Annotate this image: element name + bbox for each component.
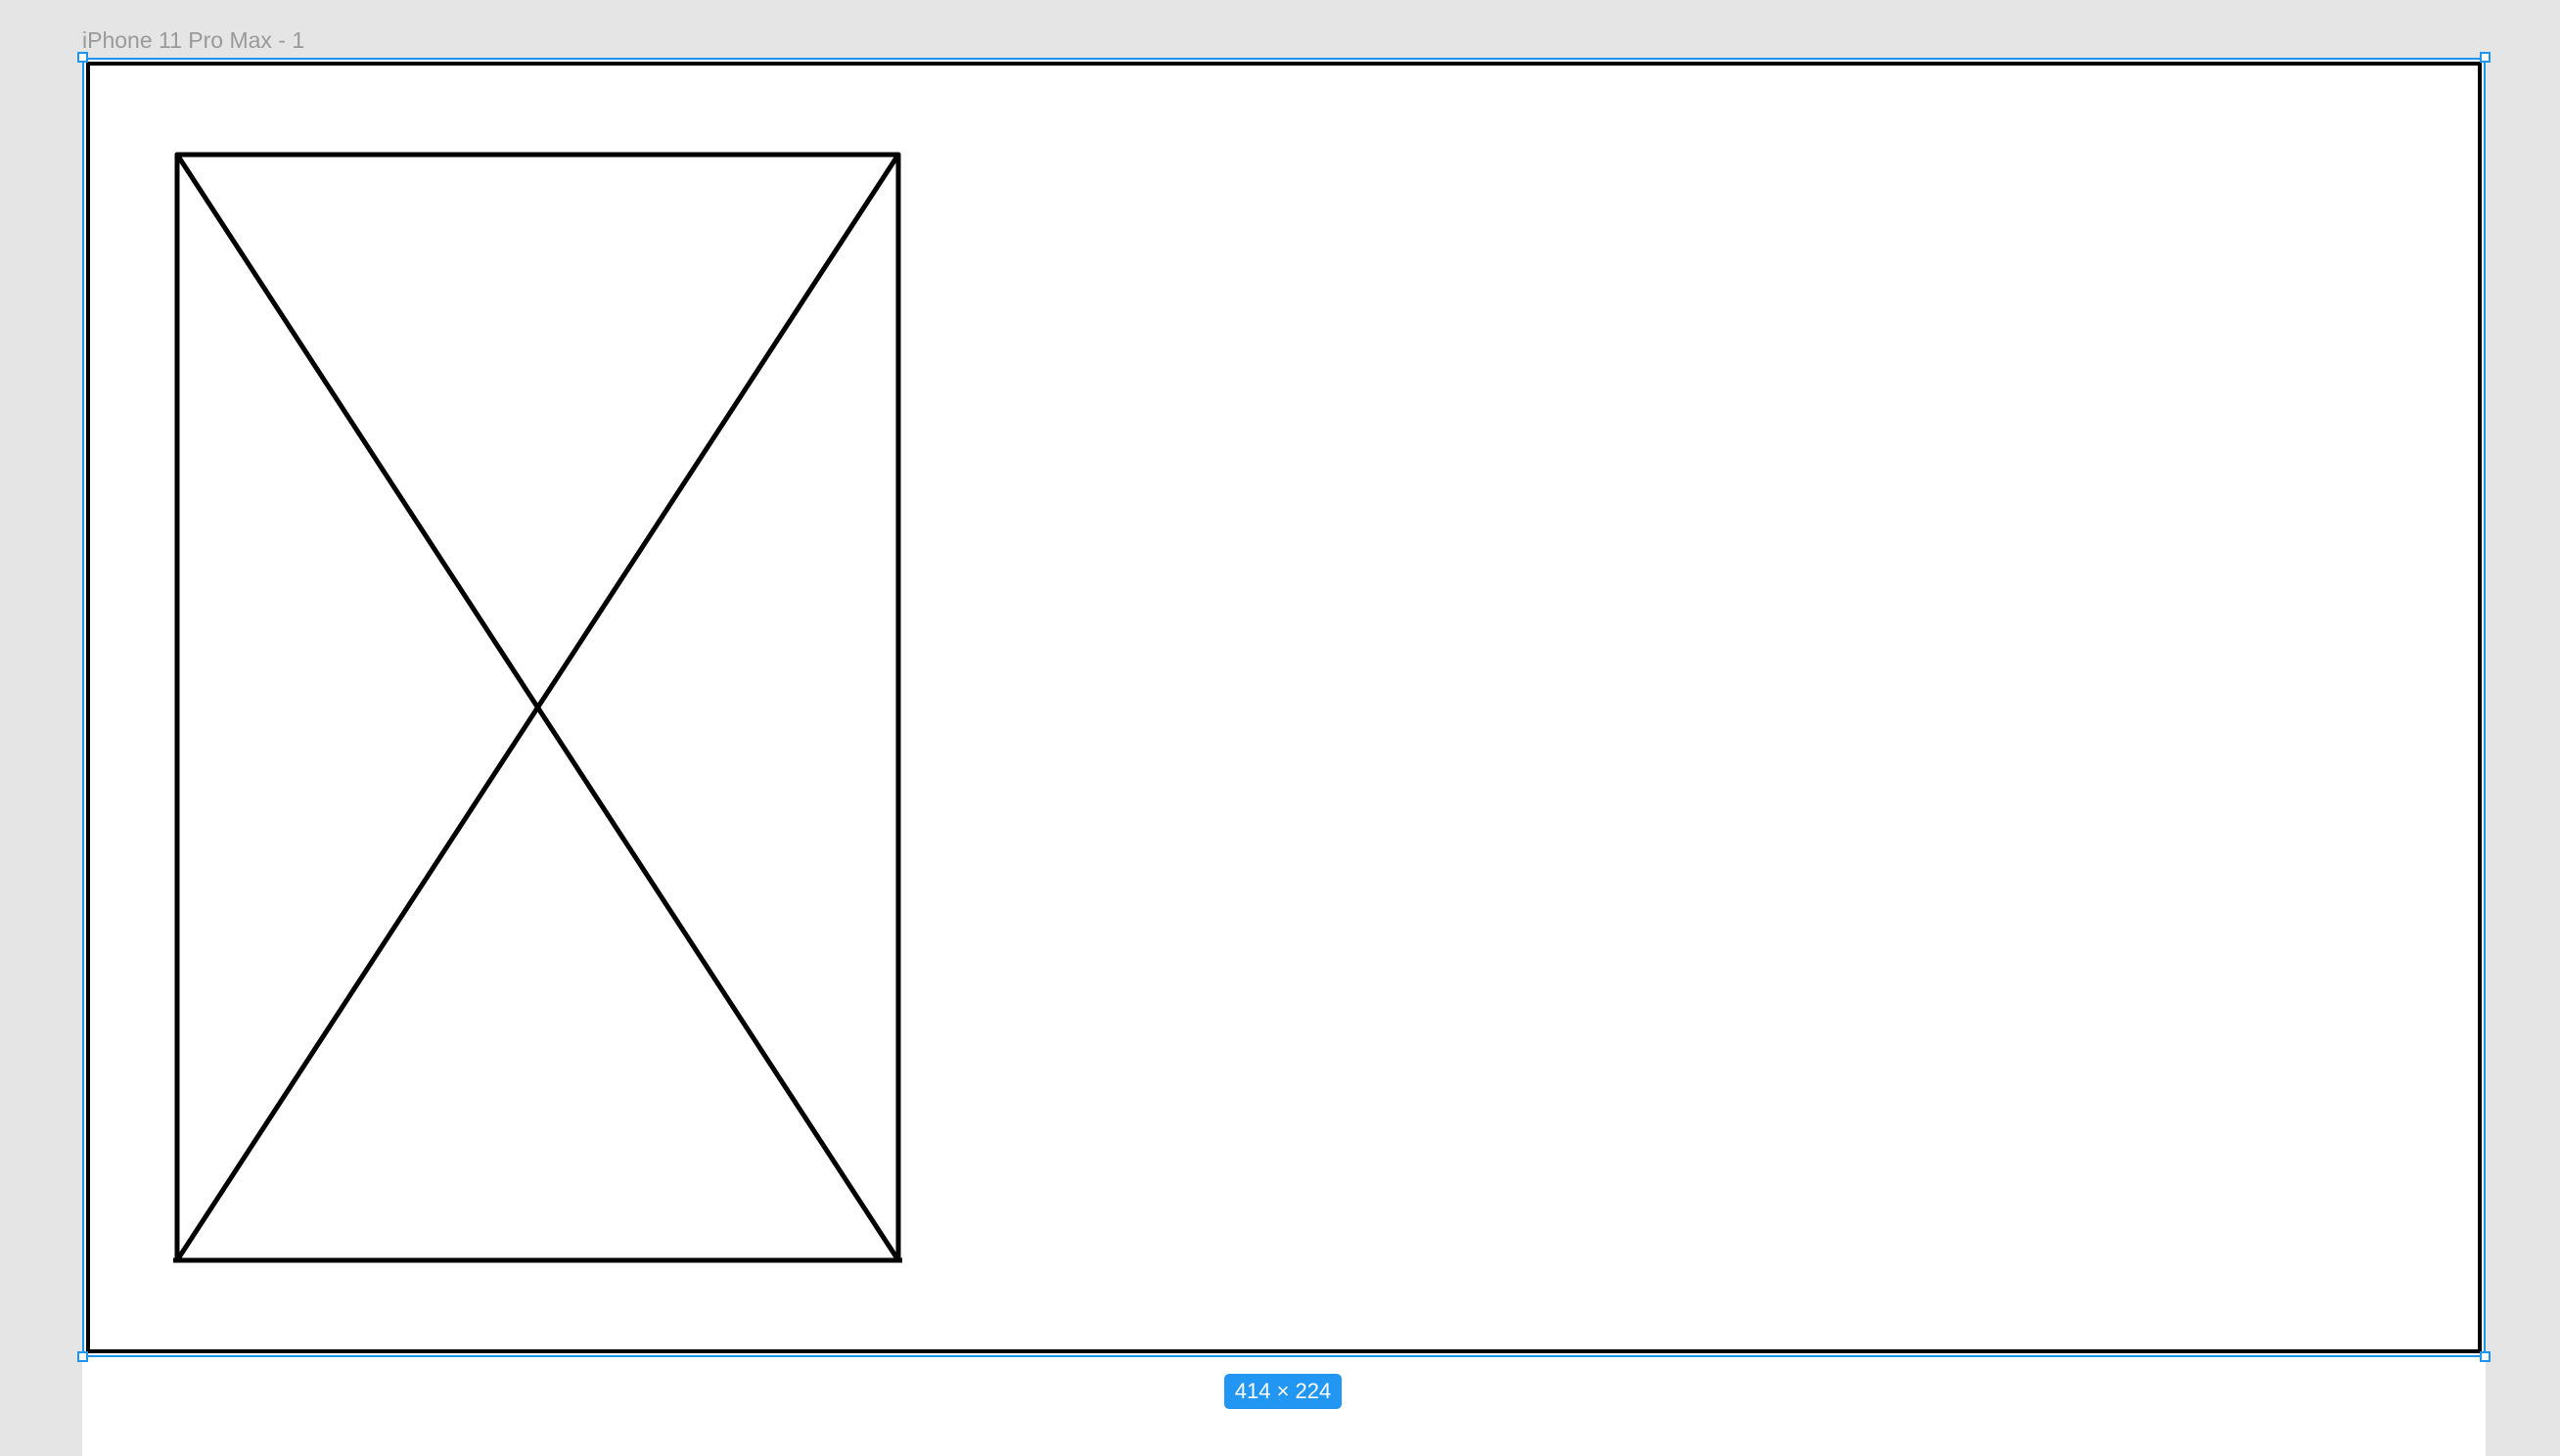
frame-border xyxy=(86,62,2482,1353)
resize-handle-top-right[interactable] xyxy=(2480,52,2491,63)
resize-handle-bottom-right[interactable] xyxy=(2480,1351,2491,1362)
image-placeholder-graphic xyxy=(173,152,902,1263)
image-placeholder-icon[interactable] xyxy=(173,151,902,1264)
artboard-frame[interactable] xyxy=(82,58,2486,1357)
resize-handle-top-left[interactable] xyxy=(77,52,88,63)
resize-handle-bottom-left[interactable] xyxy=(77,1351,88,1362)
frame-name-label[interactable]: iPhone 11 Pro Max - 1 xyxy=(82,27,305,53)
selection-size-badge: 414 × 224 xyxy=(1224,1374,1342,1409)
